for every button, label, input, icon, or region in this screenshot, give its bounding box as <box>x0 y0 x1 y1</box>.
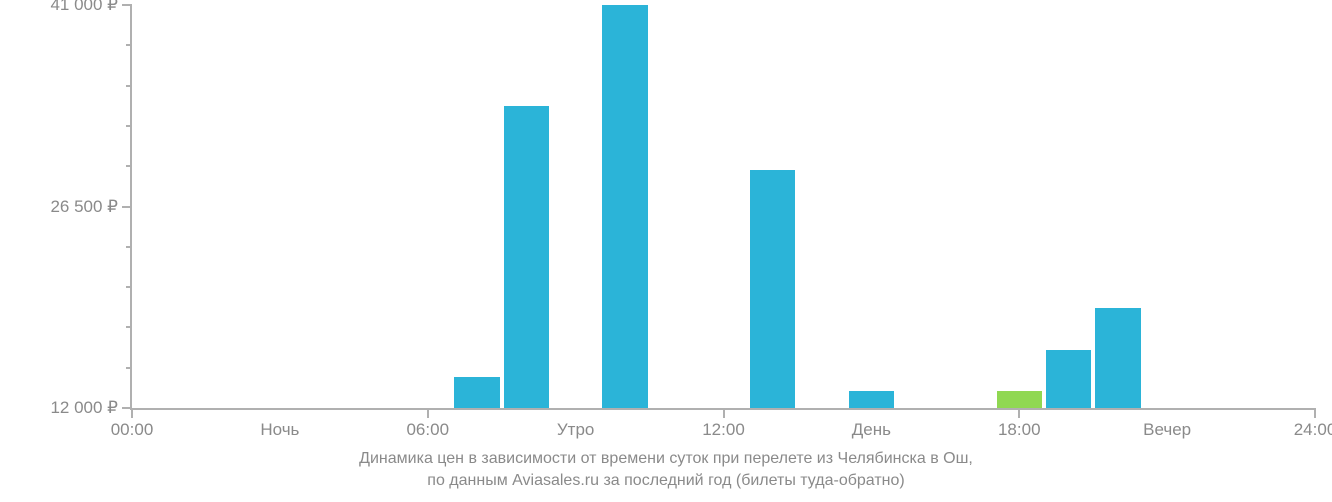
x-axis-period-label: Утро <box>557 420 595 440</box>
y-tick-major <box>122 206 132 208</box>
price-bar <box>750 170 795 408</box>
price-bar <box>504 106 549 408</box>
x-axis-time-label: 00:00 <box>111 420 154 440</box>
y-tick-minor <box>126 246 132 248</box>
price-bar <box>1046 350 1091 408</box>
price-bar <box>454 377 499 408</box>
y-axis-label: 12 000 ₽ <box>50 398 118 418</box>
x-tick <box>427 408 429 418</box>
price-dynamics-chart: 12 000 ₽ 26 500 ₽ 41 000 ₽ 00:00 Ночь 06:00 Ут… <box>0 0 1332 502</box>
y-tick-minor <box>126 125 132 127</box>
x-axis-period-label: Ночь <box>260 420 299 440</box>
y-axis-label: 26 500 ₽ <box>50 197 118 217</box>
y-tick-major <box>122 4 132 6</box>
y-tick-minor <box>126 165 132 167</box>
x-axis-period-label: Вечер <box>1143 420 1191 440</box>
x-tick <box>723 408 725 418</box>
price-bar <box>997 391 1042 408</box>
x-axis-time-label: 24:00 <box>1294 420 1332 440</box>
x-tick <box>1018 408 1020 418</box>
chart-caption-line-2: по данным Aviasales.ru за последний год … <box>0 472 1332 490</box>
chart-caption-line-1: Динамика цен в зависимости от времени су… <box>0 450 1332 468</box>
price-bar <box>849 391 894 408</box>
y-tick-minor <box>126 286 132 288</box>
price-bar <box>602 5 647 408</box>
y-tick-minor <box>126 326 132 328</box>
plot-area: 12 000 ₽26 500 ₽41 000 ₽00:00Ночь06:00Ут… <box>130 5 1315 410</box>
y-tick-minor <box>126 367 132 369</box>
y-tick-minor <box>126 85 132 87</box>
x-tick <box>1314 408 1316 418</box>
x-axis-time-label: 12:00 <box>702 420 745 440</box>
price-bar <box>1095 308 1140 408</box>
x-axis-period-label: День <box>852 420 891 440</box>
y-tick-minor <box>126 44 132 46</box>
y-axis-label: 41 000 ₽ <box>50 0 118 15</box>
x-axis-time-label: 18:00 <box>998 420 1041 440</box>
x-tick <box>131 408 133 418</box>
x-axis-time-label: 06:00 <box>406 420 449 440</box>
